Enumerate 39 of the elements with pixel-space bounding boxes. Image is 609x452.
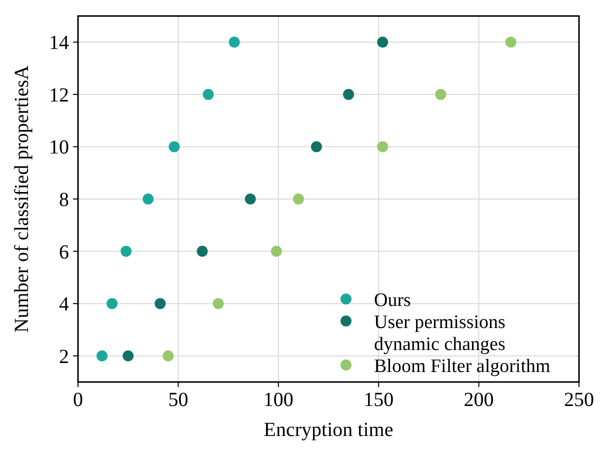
legend-label: Bloom Filter algorithm — [374, 356, 550, 377]
point — [377, 141, 388, 152]
point — [154, 298, 166, 310]
point — [228, 36, 240, 48]
legend-label: User permissions dynamic changes — [374, 312, 506, 355]
point — [162, 350, 174, 362]
point — [120, 246, 132, 257]
x-tick-label: 100 — [263, 389, 294, 411]
x-tick-label: 50 — [168, 389, 188, 411]
y-tick-label: 14 — [49, 32, 69, 54]
x-tick-label: 200 — [464, 389, 494, 411]
point — [292, 194, 304, 204]
x-tick-label: 250 — [564, 389, 594, 411]
point — [212, 298, 224, 310]
point — [435, 88, 446, 100]
point — [310, 141, 322, 152]
point — [196, 246, 208, 257]
point — [106, 298, 118, 310]
y-axis-title: Number of classified propertiesA — [11, 64, 33, 333]
y-tick-label: 8 — [59, 189, 69, 211]
y-tick-label: 2 — [59, 346, 69, 368]
point — [122, 350, 134, 362]
y-tick-label: 10 — [49, 136, 69, 159]
point — [377, 36, 388, 48]
y-tick-label: 4 — [59, 294, 69, 316]
point — [168, 141, 180, 152]
y-tick-label: 6 — [59, 241, 69, 264]
point — [202, 88, 214, 100]
point — [505, 36, 516, 48]
y-tick-label: 12 — [49, 84, 69, 106]
point — [343, 88, 354, 100]
point — [270, 246, 282, 257]
x-tick-label: 0 — [73, 389, 83, 411]
x-tick-label: 150 — [364, 389, 394, 411]
point — [142, 194, 154, 204]
point — [244, 194, 256, 204]
legend-label: Ours — [374, 290, 411, 311]
point — [96, 350, 108, 362]
x-axis-title: Encryption time — [264, 419, 394, 441]
